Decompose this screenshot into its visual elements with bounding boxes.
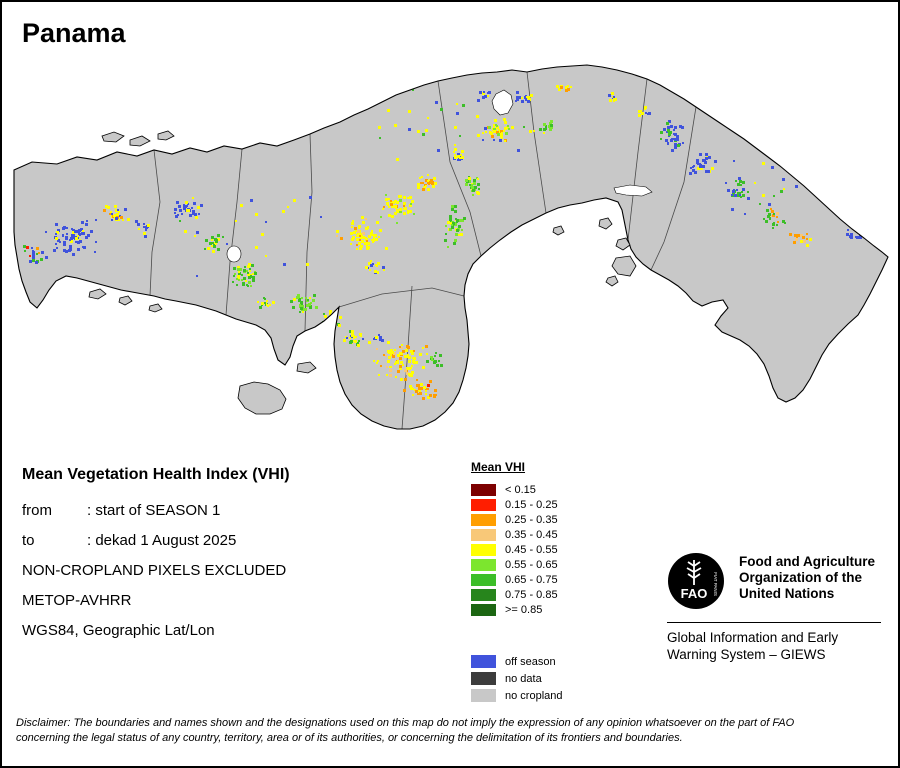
island-chiriqui-1 — [88, 288, 107, 300]
to-value: : dekad 1 August 2025 — [87, 532, 237, 549]
vhi-pixel-layer — [23, 85, 862, 400]
legend-swatch — [471, 513, 496, 526]
disclaimer-line-2: concerning the legal status of any count… — [16, 732, 683, 744]
island-chiriqui-2 — [118, 295, 133, 306]
legend-label: 0.25 - 0.35 — [505, 513, 558, 526]
legend-row: 0.15 - 0.25 — [471, 497, 563, 512]
legend-row: 0.25 - 0.35 — [471, 512, 563, 527]
legend-row: 0.35 - 0.45 — [471, 527, 563, 542]
from-label: from — [22, 502, 52, 519]
legend-row: 0.75 - 0.85 — [471, 587, 563, 602]
info-row-to: to : dekad 1 August 2025 — [22, 530, 290, 560]
lake-gatun — [491, 89, 514, 116]
island-bocas-2 — [129, 135, 151, 147]
island-pearl-2 — [615, 237, 631, 251]
coastline — [13, 64, 889, 430]
lakes — [226, 89, 653, 263]
legend-row: < 0.15 — [471, 482, 563, 497]
info-noncropland: NON-CROPLAND PIXELS EXCLUDED — [22, 562, 287, 579]
disclaimer: Disclaimer: The boundaries and names sho… — [16, 716, 888, 746]
lake-bayano — [613, 184, 653, 197]
legend-label: 0.65 - 0.75 — [505, 573, 558, 586]
vhi-heading: Mean Vegetation Health Index (VHI) — [22, 466, 290, 483]
legend-label: 0.15 - 0.25 — [505, 498, 558, 511]
giews-name: Global Information and Early Warning Sys… — [667, 629, 838, 663]
legend-swatch — [471, 528, 496, 541]
legend-class-list: < 0.15 0.15 - 0.25 0.25 - 0.35 0.35 - 0.45 0… — [471, 482, 563, 617]
island-pearl-3 — [605, 275, 619, 287]
legend-label: 0.55 - 0.65 — [505, 558, 558, 571]
legend-label: 0.35 - 0.45 — [505, 528, 558, 541]
legend-swatch — [471, 558, 496, 571]
info-row-from: from : start of SEASON 1 — [22, 500, 290, 530]
legend-label: no data — [505, 672, 542, 685]
disclaimer-line-1: Disclaimer: The boundaries and names sho… — [16, 717, 795, 729]
island-cebaco — [296, 361, 317, 374]
legend: Mean VHI < 0.15 0.15 - 0.25 0.25 - 0.35 0.3… — [471, 460, 563, 704]
legend-row: off season — [471, 653, 563, 670]
legend-swatch — [471, 483, 496, 496]
legend-swatch — [471, 498, 496, 511]
giews-line-2: Warning System – GIEWS — [667, 647, 826, 662]
page-title: Panama — [22, 18, 126, 48]
island-pearl-1 — [598, 217, 613, 230]
fao-logo-icon: FAO FIAT PANIS — [668, 553, 724, 609]
legend-label: >= 0.85 — [505, 603, 543, 616]
island-taboga — [552, 225, 565, 236]
info-projection: WGS84, Geographic Lat/Lon — [22, 622, 215, 639]
province-boundaries — [149, 71, 697, 429]
panama-map — [13, 64, 889, 430]
footer-divider — [667, 622, 881, 623]
fiat-panis-text: FIAT PANIS — [713, 572, 718, 596]
info-sensor: METOP-AVHRR — [22, 592, 132, 609]
giews-line-1: Global Information and Early — [667, 630, 839, 645]
islands — [88, 130, 637, 415]
map-info-block: Mean Vegetation Health Index (VHI) from:… — [22, 466, 290, 650]
legend-row: no cropland — [471, 687, 563, 704]
legend-swatch — [471, 672, 496, 685]
legend-row: 0.55 - 0.65 — [471, 557, 563, 572]
island-chiriqui-3 — [148, 303, 163, 313]
legend-swatch — [471, 573, 496, 586]
legend-label: < 0.15 — [505, 483, 536, 496]
lake-west — [226, 245, 242, 263]
legend-swatch — [471, 603, 496, 616]
island-pearl-rey — [611, 255, 637, 277]
legend-row: >= 0.85 — [471, 602, 563, 617]
to-label: to — [22, 532, 35, 549]
legend-label: no cropland — [505, 689, 563, 702]
legend-row: no data — [471, 670, 563, 687]
legend-title: Mean VHI — [471, 460, 526, 474]
legend-label: 0.75 - 0.85 — [505, 588, 558, 601]
fao-name-line-1: Food and Agriculture — [739, 554, 875, 569]
legend-label: 0.45 - 0.55 — [505, 543, 558, 556]
legend-label: off season — [505, 655, 556, 668]
fao-name-line-3: United Nations — [739, 586, 835, 601]
legend-swatch — [471, 655, 496, 668]
panama-landmass — [14, 65, 888, 429]
fao-logo-text: FAO — [681, 586, 708, 601]
legend-swatch — [471, 588, 496, 601]
from-value: : start of SEASON 1 — [87, 502, 221, 519]
legend-extra-list: off season no data no cropland — [471, 653, 563, 704]
legend-row: 0.65 - 0.75 — [471, 572, 563, 587]
fao-name-line-2: Organization of the — [739, 570, 862, 585]
island-coiba — [237, 381, 287, 415]
legend-row: 0.45 - 0.55 — [471, 542, 563, 557]
fao-name: Food and Agriculture Organization of the… — [739, 554, 875, 602]
legend-swatch — [471, 689, 496, 702]
island-bocas-3 — [157, 130, 175, 141]
island-bocas-1 — [101, 131, 125, 143]
legend-swatch — [471, 543, 496, 556]
